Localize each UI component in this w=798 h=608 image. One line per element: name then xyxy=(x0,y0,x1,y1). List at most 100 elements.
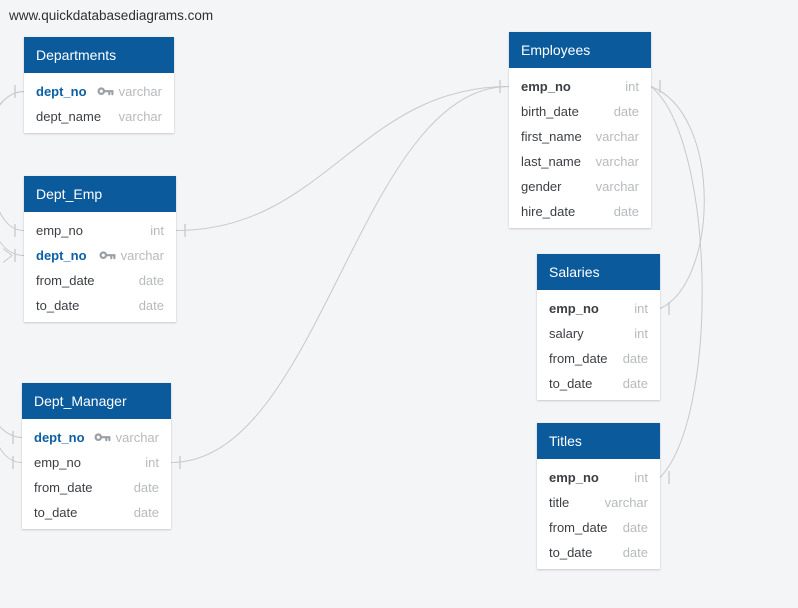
field-type: date xyxy=(622,376,648,391)
field-name: from_date xyxy=(549,351,608,366)
table-title: Titles xyxy=(549,433,582,449)
table-titles[interactable]: Titles emp_no int title varchar from_date date… xyxy=(537,423,660,569)
field-name: to_date xyxy=(34,505,78,520)
table-body: emp_no int title varchar from_date date to_dat… xyxy=(537,459,660,569)
table-body: emp_no int birth_date date first_name varchar… xyxy=(509,68,651,228)
field-row-dept-no[interactable]: dept_no varchar xyxy=(24,243,176,268)
field-name: last_name xyxy=(521,154,581,169)
field-row-emp-no[interactable]: emp_no int xyxy=(537,296,660,321)
field-row-salary[interactable]: salary int xyxy=(537,321,660,346)
table-header[interactable]: Dept_Emp xyxy=(24,176,176,212)
primary-key-icon xyxy=(97,86,114,97)
field-type: int xyxy=(634,301,648,316)
field-row-emp-no[interactable]: emp_no int xyxy=(24,218,176,243)
table-title: Dept_Manager xyxy=(34,393,127,409)
table-dept-emp[interactable]: Dept_Emp emp_no int dept_no varchar from_date… xyxy=(24,176,176,322)
table-body: dept_no varchar dept_name varchar xyxy=(24,73,174,133)
field-row-dept-name[interactable]: dept_name varchar xyxy=(24,104,174,129)
field-name: to_date xyxy=(549,545,593,560)
field-type: int xyxy=(634,470,648,485)
field-type: date xyxy=(133,480,159,495)
field-name: dept_no xyxy=(36,248,87,263)
field-type: date xyxy=(622,545,648,560)
field-name: emp_no xyxy=(36,223,83,238)
watermark-link[interactable]: www.quickdatabasediagrams.com xyxy=(9,8,214,23)
field-row-to-date[interactable]: to_date date xyxy=(24,293,176,318)
relationship-line[interactable] xyxy=(175,86,510,231)
field-row-from-date[interactable]: from_date date xyxy=(537,346,660,371)
table-employees[interactable]: Employees emp_no int birth_date date first_na… xyxy=(509,32,651,228)
field-row-dept-no[interactable]: dept_no varchar xyxy=(24,79,174,104)
field-row-from-date[interactable]: from_date date xyxy=(537,515,660,540)
field-name: salary xyxy=(549,326,584,341)
field-row-emp-no[interactable]: emp_no int xyxy=(509,74,651,99)
table-body: emp_no int dept_no varchar from_date date to_d… xyxy=(24,212,176,322)
field-row-emp-no[interactable]: emp_no int xyxy=(537,465,660,490)
table-body: emp_no int salary int from_date date to_date da… xyxy=(537,290,660,400)
relationship-line[interactable] xyxy=(170,86,510,463)
field-type: int xyxy=(625,79,639,94)
field-row-hire-date[interactable]: hire_date date xyxy=(509,199,651,224)
field-row-gender[interactable]: gender varchar xyxy=(509,174,651,199)
field-row-to-date[interactable]: to_date date xyxy=(537,371,660,396)
field-type: date xyxy=(622,520,648,535)
field-row-dept-no[interactable]: dept_no varchar xyxy=(22,425,171,450)
field-name: from_date xyxy=(34,480,93,495)
table-header[interactable]: Dept_Manager xyxy=(22,383,171,419)
field-type: int xyxy=(145,455,159,470)
field-row-first-name[interactable]: first_name varchar xyxy=(509,124,651,149)
field-name: hire_date xyxy=(521,204,576,219)
field-row-emp-no[interactable]: emp_no int xyxy=(22,450,171,475)
relationship-line[interactable] xyxy=(0,91,25,438)
primary-key-icon xyxy=(99,250,116,261)
field-name: gender xyxy=(521,179,562,194)
relationship-line[interactable] xyxy=(650,86,705,309)
field-row-title[interactable]: title varchar xyxy=(537,490,660,515)
table-title: Employees xyxy=(521,42,591,58)
table-header[interactable]: Salaries xyxy=(537,254,660,290)
relationship-line-stub xyxy=(0,447,23,463)
field-type: varchar xyxy=(595,129,639,144)
table-body: dept_no varchar emp_no int from_date date to_d… xyxy=(22,419,171,529)
field-type: varchar xyxy=(595,154,639,169)
field-row-to-date[interactable]: to_date date xyxy=(22,500,171,525)
table-title: Departments xyxy=(36,47,117,63)
field-name: dept_no xyxy=(36,84,87,99)
field-name: from_date xyxy=(36,273,95,288)
relationship-line[interactable] xyxy=(650,86,703,478)
table-salaries[interactable]: Salaries emp_no int salary int from_date date t… xyxy=(537,254,660,400)
table-header[interactable]: Departments xyxy=(24,37,174,73)
field-type: date xyxy=(613,204,639,219)
field-name: from_date xyxy=(549,520,608,535)
field-row-from-date[interactable]: from_date date xyxy=(24,268,176,293)
crow-foot-many-marker xyxy=(2,248,13,263)
table-dept-manager[interactable]: Dept_Manager dept_no varchar emp_no int from_… xyxy=(22,383,171,529)
field-row-to-date[interactable]: to_date date xyxy=(537,540,660,565)
relationship-line[interactable] xyxy=(0,91,25,256)
table-departments[interactable]: Departments dept_no varchar dept_name varcha… xyxy=(24,37,174,133)
table-title: Salaries xyxy=(549,264,600,280)
field-type: varchar xyxy=(604,495,648,510)
field-row-birth-date[interactable]: birth_date date xyxy=(509,99,651,124)
field-row-last-name[interactable]: last_name varchar xyxy=(509,149,651,174)
field-type: varchar xyxy=(595,179,639,194)
field-type: date xyxy=(138,273,164,288)
field-type: date xyxy=(622,351,648,366)
field-type: date xyxy=(133,505,159,520)
field-type: varchar xyxy=(118,84,162,99)
field-type: varchar xyxy=(120,248,164,263)
field-name: birth_date xyxy=(521,104,579,119)
field-type: int xyxy=(634,326,648,341)
table-title: Dept_Emp xyxy=(36,186,103,202)
field-name: title xyxy=(549,495,570,510)
field-name: emp_no xyxy=(521,79,571,94)
table-header[interactable]: Employees xyxy=(509,32,651,68)
field-type: date xyxy=(138,298,164,313)
primary-key-icon xyxy=(94,432,111,443)
field-name: emp_no xyxy=(34,455,81,470)
field-row-from-date[interactable]: from_date date xyxy=(22,475,171,500)
field-type: varchar xyxy=(115,430,159,445)
table-header[interactable]: Titles xyxy=(537,423,660,459)
